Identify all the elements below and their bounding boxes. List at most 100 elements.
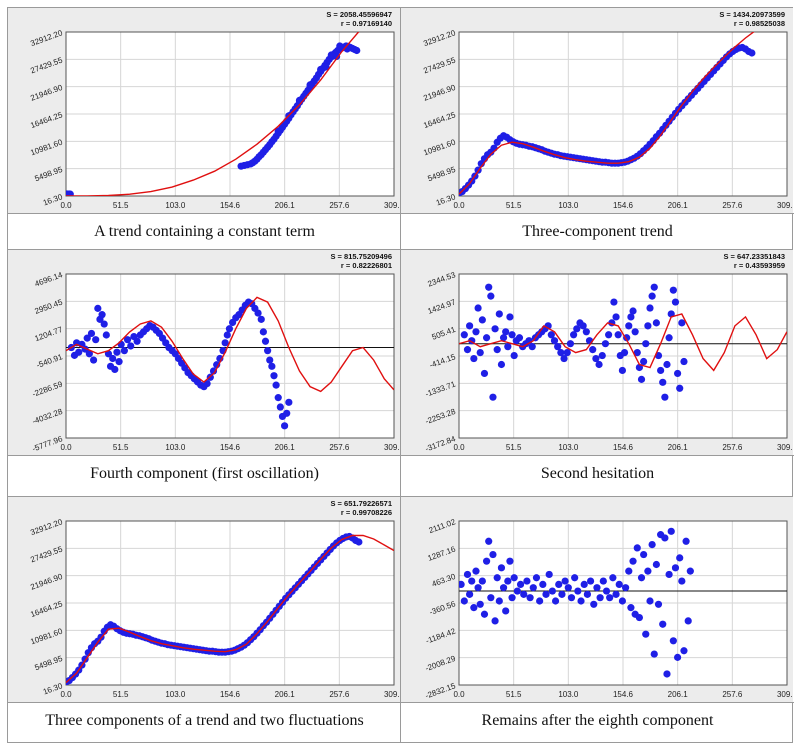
x-tick-label: 257.6 (329, 443, 350, 452)
data-point (463, 346, 472, 354)
data-point (686, 567, 694, 575)
data-point (113, 348, 121, 356)
data-point (583, 590, 591, 598)
data-point (554, 343, 562, 351)
x-tick-label: 257.6 (722, 443, 743, 452)
data-point (609, 574, 617, 582)
data-point (502, 328, 510, 336)
data-point (115, 358, 123, 366)
data-point (266, 356, 274, 364)
data-point (460, 597, 468, 605)
data-point (474, 304, 482, 312)
data-point (659, 378, 667, 386)
x-tick-label: 309.1 (777, 690, 793, 699)
data-point (502, 607, 510, 615)
data-point (75, 348, 83, 356)
data-point (508, 594, 516, 602)
data-point (644, 322, 652, 330)
stat-s-label: S = 815.75209496 (330, 252, 392, 261)
x-tick-label: 206.1 (275, 690, 296, 699)
x-tick-label: 154.6 (220, 201, 241, 210)
x-tick-label: 51.5 (113, 443, 129, 452)
data-point (635, 613, 643, 622)
scatter-chart: 0.051.5103.0154.6206.1257.6309.116.30549… (8, 8, 400, 213)
data-point (566, 340, 575, 348)
data-point (589, 346, 597, 354)
x-tick-label: 51.5 (506, 201, 522, 210)
x-tick-label: 0.0 (60, 443, 72, 452)
data-point (89, 356, 98, 364)
data-point (654, 600, 663, 608)
x-tick-label: 206.1 (668, 201, 689, 210)
stat-r-label: r = 0.97169140 (341, 19, 392, 28)
data-point (83, 334, 91, 342)
plot-border (458, 31, 788, 197)
data-point (676, 384, 684, 392)
data-point (680, 647, 688, 655)
fit-curve (66, 534, 394, 684)
fit-curve (66, 296, 394, 393)
data-point (558, 590, 566, 598)
data-point (648, 540, 656, 549)
data-point (646, 597, 654, 605)
data-point (680, 357, 688, 366)
data-point (127, 342, 135, 350)
table-divider (8, 249, 792, 250)
data-point (259, 328, 267, 336)
plot-border (458, 520, 788, 686)
chart-panel: 0.051.5103.0154.6206.1257.6309.116.30549… (401, 8, 794, 213)
panel-caption: Remains after the eighth component (401, 702, 794, 739)
stat-s-label: S = 2058.45596947 (326, 10, 392, 19)
data-point (472, 328, 480, 336)
stat-r-label: r = 0.43593959 (734, 261, 785, 270)
data-point (673, 653, 682, 661)
data-point (560, 354, 568, 363)
x-tick-label: 51.5 (113, 201, 129, 210)
data-point (671, 564, 680, 572)
data-point (470, 604, 478, 612)
data-point (487, 292, 495, 300)
data-point (306, 81, 314, 89)
data-point (682, 537, 690, 545)
data-point (650, 283, 658, 291)
data-point (602, 587, 611, 595)
scatter-chart: 0.051.5103.0154.6206.1257.6309.116.30549… (401, 8, 793, 213)
data-point (663, 670, 671, 678)
scatter-chart: 0.051.5103.0154.6206.1257.6309.1-3172.84… (401, 250, 793, 455)
data-point (748, 49, 756, 57)
table-divider (400, 8, 401, 742)
chart-panel: 0.051.5103.0154.6206.1257.6309.116.30549… (8, 497, 401, 702)
data-point (109, 354, 117, 363)
panel-caption: Three components of a trend and two fluc… (8, 702, 401, 739)
data-point (676, 554, 684, 562)
data-point (614, 331, 622, 339)
data-point (684, 617, 692, 625)
x-tick-label: 257.6 (329, 690, 350, 699)
data-point (629, 557, 637, 565)
data-point (627, 313, 635, 321)
data-point (104, 350, 113, 358)
data-point (665, 570, 673, 579)
x-tick-label: 154.6 (613, 443, 634, 452)
data-point (504, 343, 512, 351)
scatter-chart: 0.051.5103.0154.6206.1257.6309.1-5777.96… (8, 250, 400, 455)
panel-caption: Fourth component (first oscillation) (8, 455, 401, 492)
panel-caption: Three-component trend (401, 213, 794, 250)
x-tick-label: 154.6 (613, 201, 634, 210)
data-point (545, 570, 553, 579)
data-point (610, 298, 618, 306)
data-point (555, 580, 563, 589)
data-point (601, 340, 610, 348)
figure-table: 0.051.5103.0154.6206.1257.6309.116.30549… (7, 7, 794, 743)
x-tick-label: 206.1 (668, 690, 689, 699)
x-tick-label: 103.0 (558, 443, 579, 452)
data-point (223, 331, 231, 339)
data-point (640, 550, 648, 559)
panel-4: 0.051.5103.0154.6206.1257.6309.1-3172.84… (401, 250, 794, 497)
data-point (478, 577, 486, 585)
data-point (466, 590, 474, 598)
data-point (618, 366, 627, 375)
data-point (482, 334, 491, 342)
data-point (332, 52, 341, 61)
data-point (117, 340, 125, 348)
